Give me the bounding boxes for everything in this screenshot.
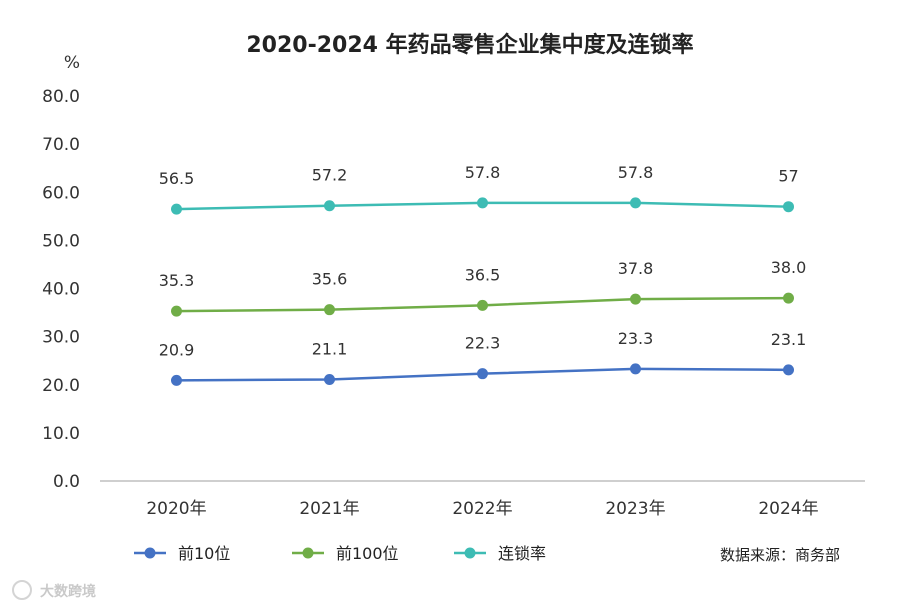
y-tick-label: 60.0 [42,183,80,203]
source-note: 数据来源：商务部 [720,546,840,564]
legend-item: 连锁率 [454,544,546,563]
legend-dot-marker [464,547,476,559]
y-tick-label: 20.0 [42,376,80,396]
data-point [477,197,488,209]
chart-title: 2020-2024 年药品零售企业集中度及连锁率 [246,32,693,58]
x-tick-label: 2020年 [146,499,206,519]
data-label: 22.3 [465,334,501,353]
data-point [171,374,182,386]
legend: 前10位 前100位 连锁率 [134,544,546,563]
data-point [630,293,641,305]
legend-item: 前10位 [134,544,230,563]
y-tick-label: 50.0 [42,231,80,251]
data-label: 57.8 [618,163,654,182]
data-point [630,197,641,209]
x-tick-label: 2021年 [299,499,359,519]
data-label: 36.5 [465,265,501,284]
data-point [783,364,794,376]
data-point [783,292,794,304]
series-1: 20.9 21.1 22.3 23.3 23.1 [159,329,807,386]
series-group: 20.9 21.1 22.3 23.3 23.1 35.3 35.6 36.5 37.8 38.0… [159,163,807,386]
y-tick-label: 40.0 [42,280,80,300]
data-point [477,299,488,311]
legend-dot-marker [302,547,314,559]
data-point [477,368,488,380]
x-tick-label: 2022年 [452,499,512,519]
legend-item: 前100位 [292,544,399,563]
data-label: 23.1 [771,330,807,349]
data-label: 35.3 [159,271,195,290]
y-axis: 0.0 10.0 20.0 30.0 40.0 50.0 60.0 70.0 80.0 [42,87,80,492]
watermark: 大数跨境 [12,580,96,600]
data-point [324,373,335,385]
watermark-logo-icon [12,580,32,600]
data-point [324,200,335,212]
data-label: 35.6 [312,270,348,289]
y-axis-unit: % [64,53,80,73]
data-label: 57 [778,167,798,186]
data-label: 57.8 [465,163,501,182]
legend-label: 前100位 [336,544,399,563]
x-tick-label: 2024年 [758,499,818,519]
legend-dot-marker [144,547,156,559]
x-tick-label: 2023年 [605,499,665,519]
y-tick-label: 10.0 [42,424,80,444]
legend-label: 连锁率 [498,544,546,563]
data-label: 37.8 [618,259,654,278]
series-3: 56.5 57.2 57.8 57.8 57 [159,163,799,215]
data-point [171,305,182,317]
watermark-text: 大数跨境 [40,583,96,600]
x-axis: 2020年 2021年 2022年 2023年 2024年 [146,499,818,519]
data-point [324,304,335,316]
y-tick-label: 80.0 [42,87,80,107]
data-label: 56.5 [159,169,195,188]
series-2: 35.3 35.6 36.5 37.8 38.0 [159,258,807,317]
y-tick-label: 30.0 [42,328,80,348]
data-label: 21.1 [312,339,348,358]
data-point [783,201,794,213]
y-tick-label: 70.0 [42,135,80,155]
data-label: 20.9 [159,340,195,359]
data-point [171,203,182,215]
data-label: 57.2 [312,166,348,185]
data-label: 38.0 [771,258,807,277]
data-label: 23.3 [618,329,654,348]
data-point [630,363,641,375]
legend-label: 前10位 [178,544,230,563]
y-tick-label: 0.0 [53,472,80,492]
